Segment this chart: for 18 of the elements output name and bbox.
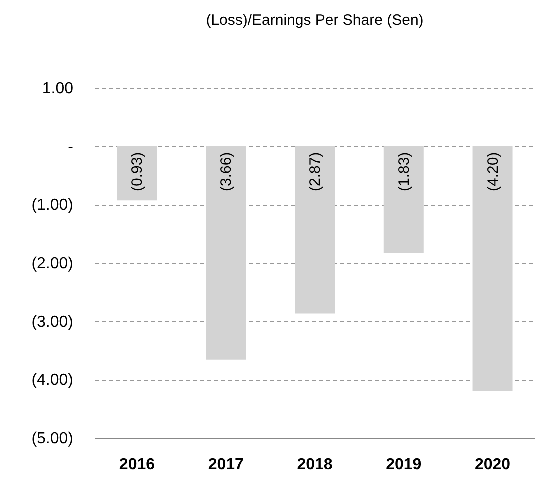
y-tick-label: 1.00 (42, 80, 74, 98)
data-label: (4.20) (484, 152, 502, 192)
y-tick-label: (3.00) (32, 314, 74, 331)
chart-title: (Loss)/Earnings Per Share (Sen) (206, 12, 424, 29)
y-tick-label: - (68, 138, 74, 156)
data-label: (2.87) (307, 152, 324, 192)
data-label: (1.83) (396, 152, 413, 192)
y-tick-label: (5.00) (32, 430, 74, 448)
y-tick-label: (2.00) (32, 256, 74, 272)
y-tick-label: (4.00) (32, 372, 74, 390)
x-tick-label: 2019 (386, 456, 422, 474)
data-label: (3.66) (218, 152, 236, 192)
y-tick-label: (1.00) (32, 197, 74, 214)
data-label: (0.93) (129, 152, 146, 192)
x-tick-label: 2016 (119, 456, 156, 474)
x-tick-label: 2017 (208, 456, 244, 474)
x-tick-label: 2018 (297, 456, 333, 474)
x-tick-label: 2020 (474, 456, 511, 474)
